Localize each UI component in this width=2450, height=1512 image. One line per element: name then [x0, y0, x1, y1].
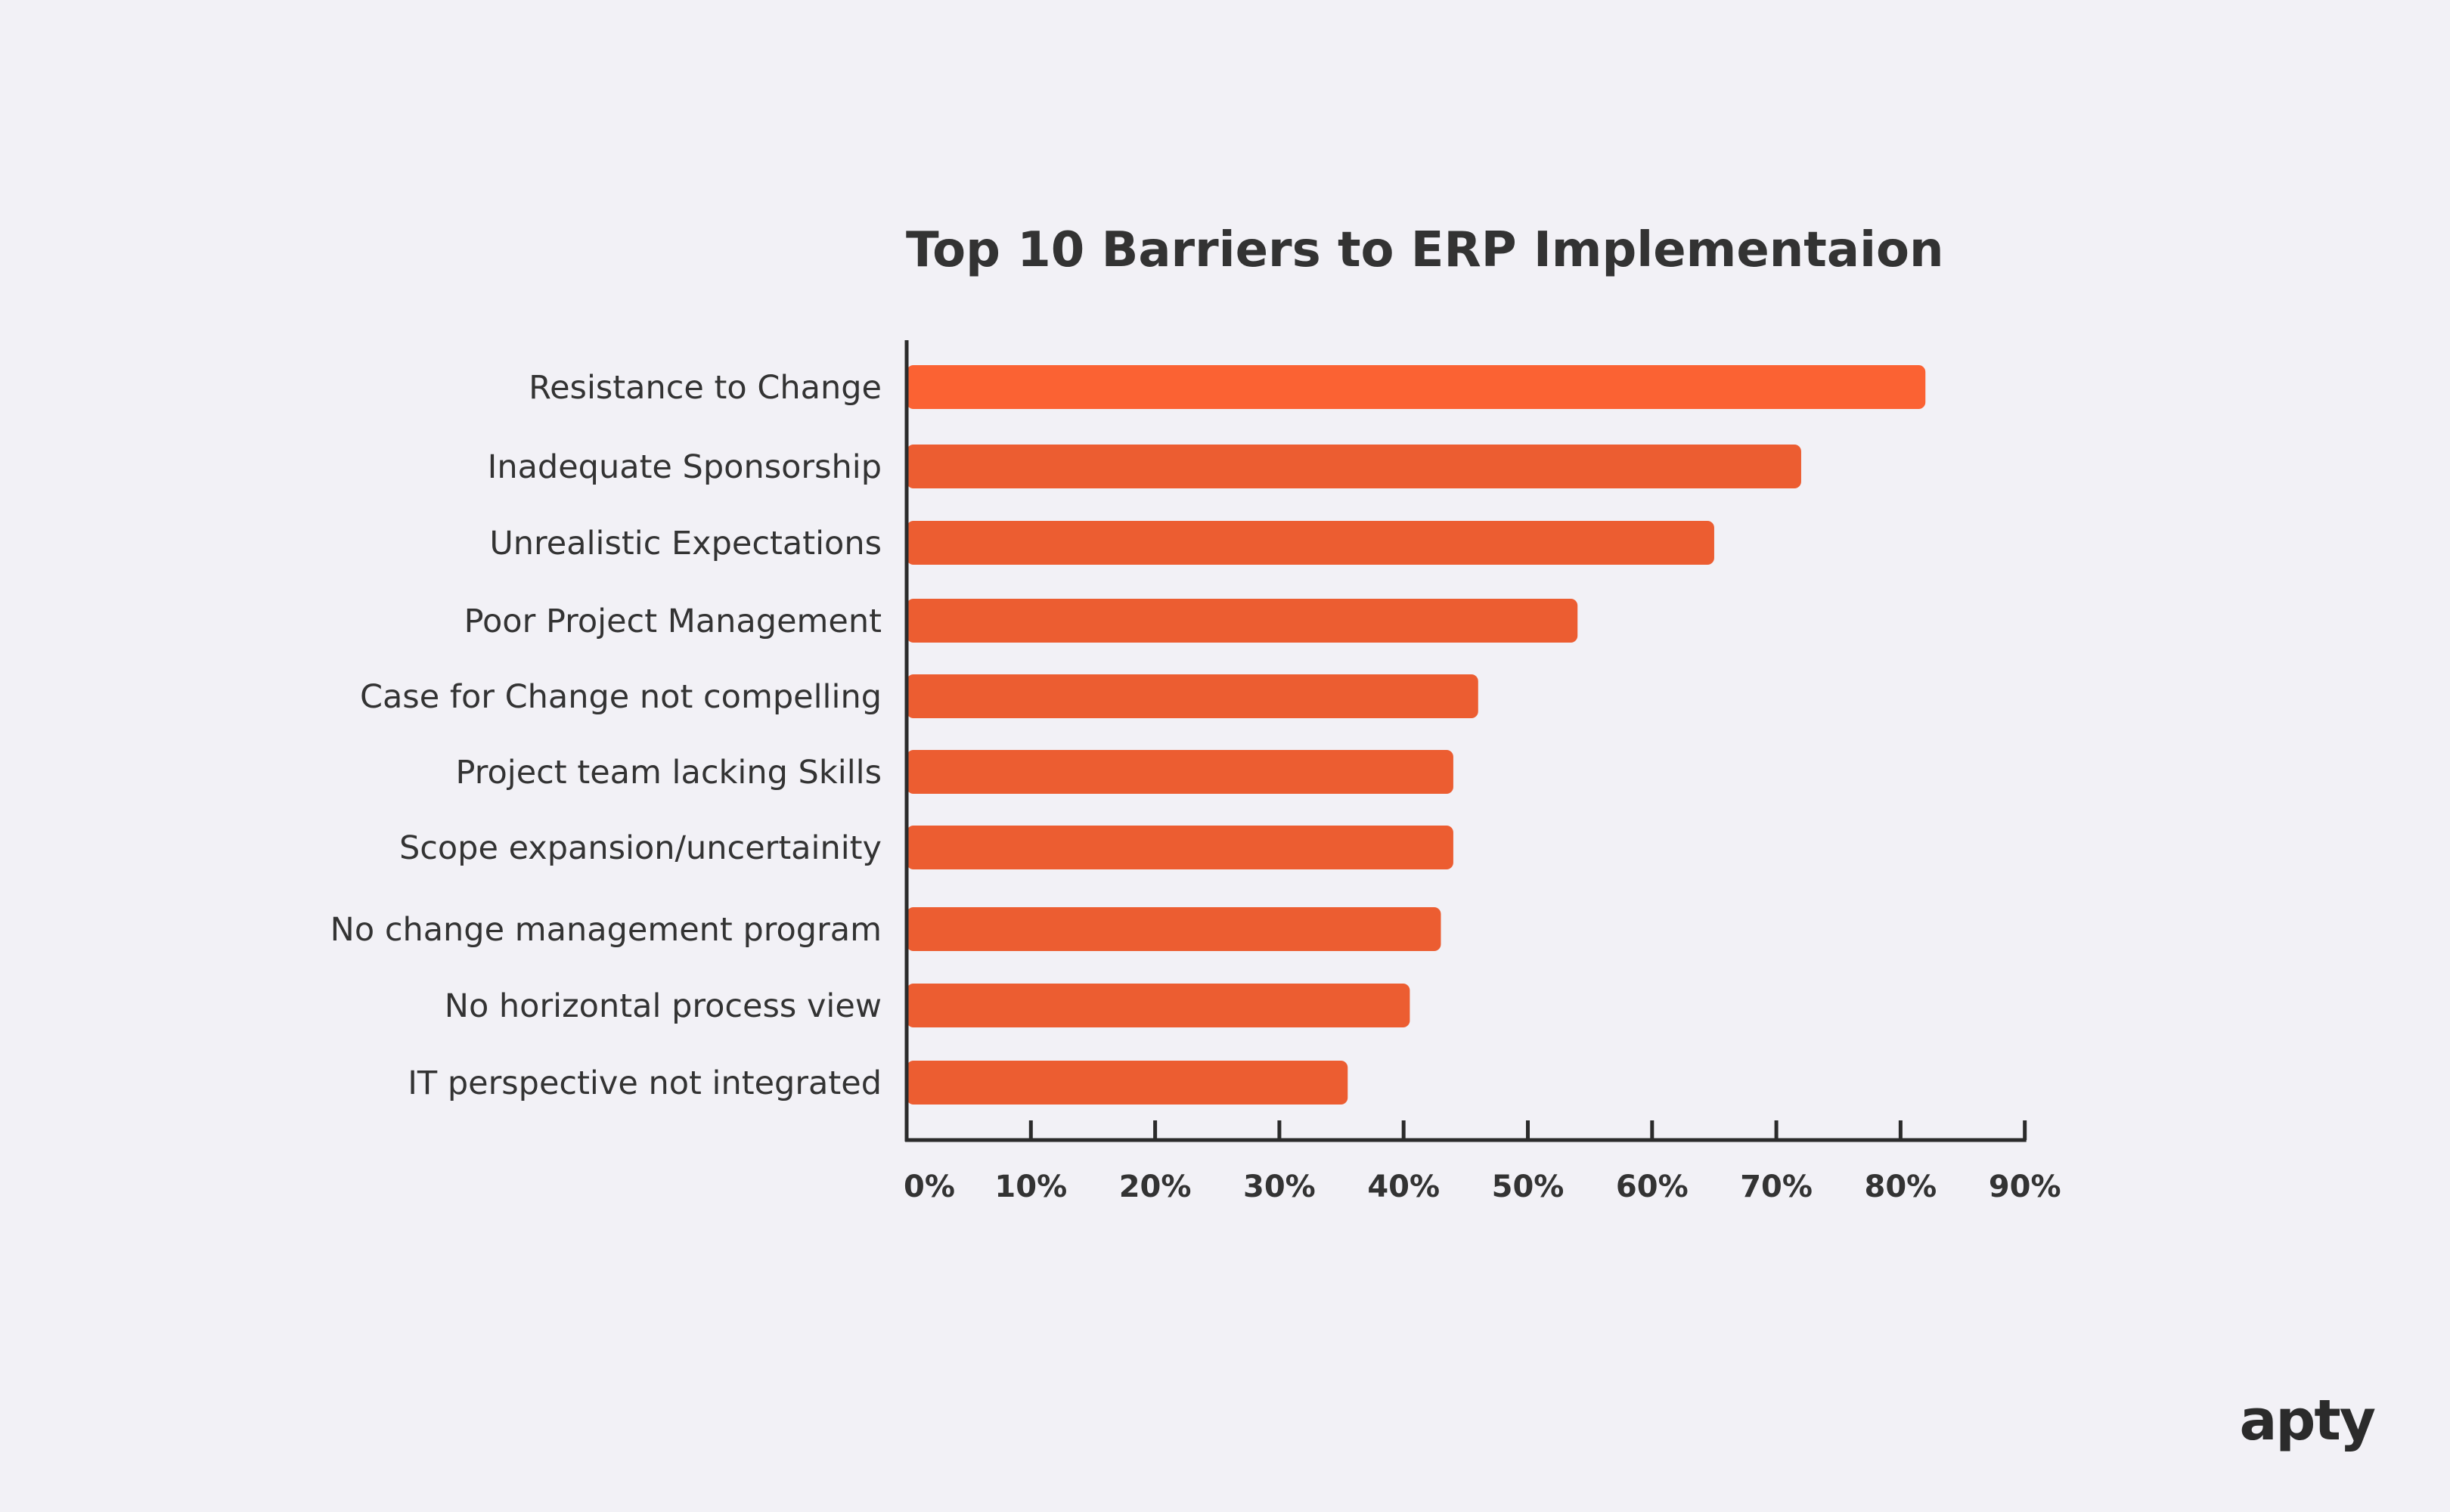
bar-9 [907, 984, 1410, 1027]
chart-title: Top 10 Barriers to ERP Implementaion [906, 222, 1944, 278]
axes [904, 340, 2027, 1142]
x-tick-label-50: 50% [1492, 1170, 1565, 1204]
bar-10 [907, 1061, 1348, 1105]
x-tick-label-30: 30% [1243, 1170, 1316, 1204]
x-tick-label-80: 80% [1865, 1170, 1937, 1204]
bar-7 [907, 826, 1453, 869]
x-tick-label-70: 70% [1740, 1170, 1813, 1204]
brand-logo: apty [2239, 1388, 2376, 1453]
bar-6 [907, 750, 1453, 794]
x-tick-label-60: 60% [1616, 1170, 1689, 1204]
category-label-3: Unrealistic Expectations [489, 525, 882, 562]
category-labels: Resistance to Change Inadequate Sponsorsh… [330, 369, 882, 1102]
bar-1 [907, 365, 1926, 409]
bars-layer [907, 365, 1926, 1105]
x-tick-label-90: 90% [1989, 1170, 2061, 1204]
bar-2 [907, 445, 1801, 488]
bar-5 [907, 674, 1478, 718]
category-label-4: Poor Project Management [464, 603, 882, 640]
category-label-1: Resistance to Change [529, 369, 882, 407]
bar-3 [907, 521, 1714, 565]
bar-8 [907, 907, 1441, 951]
bar-4 [907, 599, 1578, 643]
category-label-5: Case for Change not compelling [360, 678, 882, 716]
category-label-7: Scope expansion/uncertainity [399, 829, 882, 867]
x-tick-label-10: 10% [994, 1170, 1067, 1204]
category-label-2: Inadequate Sponsorship [488, 448, 882, 486]
category-label-9: No horizontal process view [445, 987, 882, 1025]
x-axis-ticks: 0% 10% 20% 30% 40% 50% 60% 70% 80% 90% [904, 1120, 2061, 1204]
category-label-10: IT perspective not integrated [408, 1064, 882, 1102]
x-tick-label-20: 20% [1119, 1170, 1192, 1204]
x-tick-label-0: 0% [904, 1170, 955, 1204]
category-label-8: No change management program [330, 911, 882, 949]
x-tick-label-40: 40% [1367, 1170, 1440, 1204]
category-label-6: Project team lacking Skills [456, 754, 882, 792]
